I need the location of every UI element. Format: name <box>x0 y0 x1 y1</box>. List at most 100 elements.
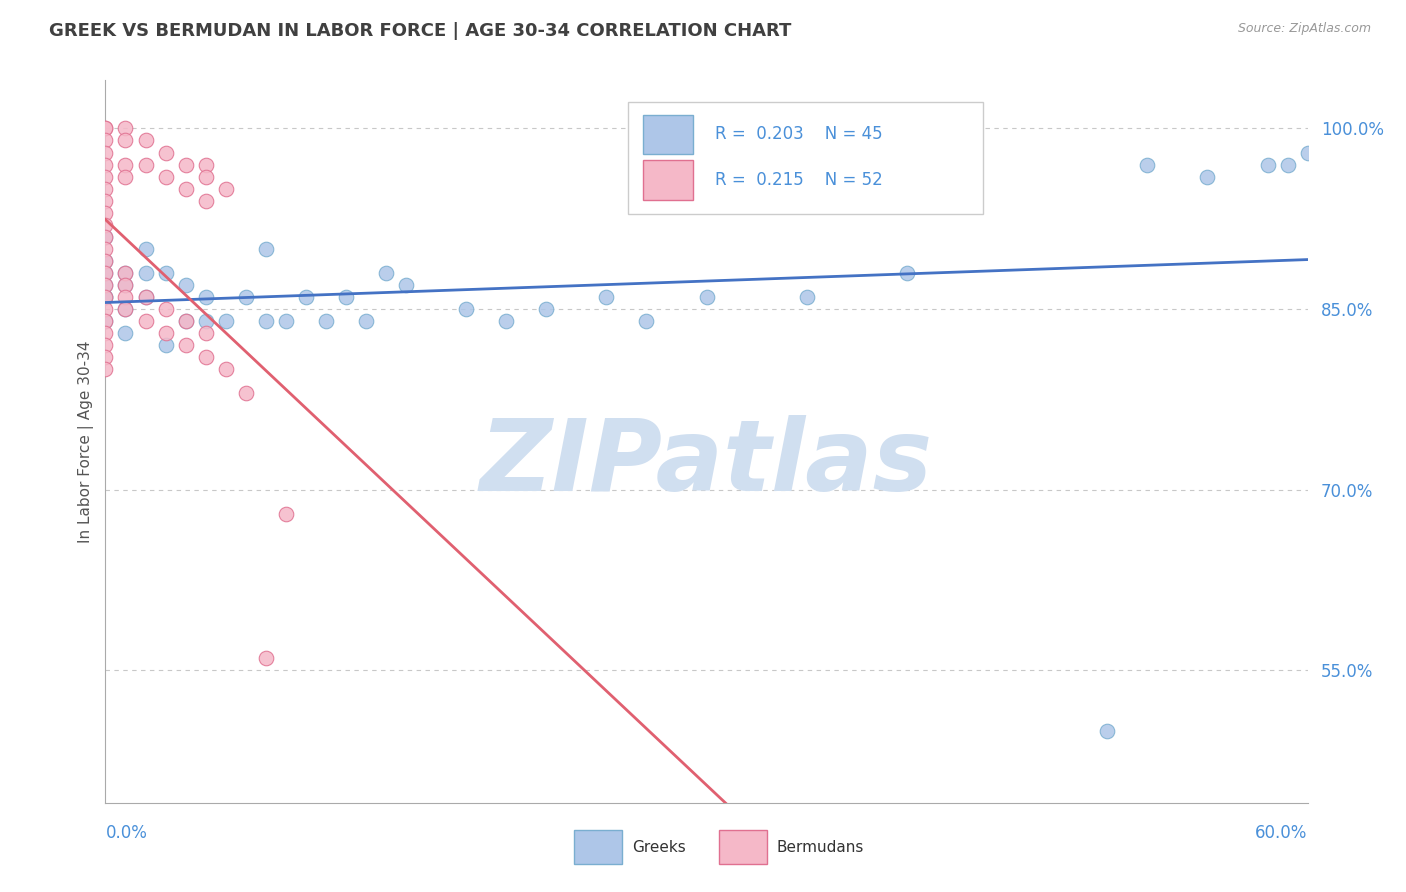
Point <box>536 301 558 317</box>
Point <box>114 169 136 184</box>
Point <box>1257 158 1279 172</box>
Point <box>94 121 117 136</box>
Point <box>155 169 177 184</box>
FancyBboxPatch shape <box>628 102 983 214</box>
Point <box>94 314 117 328</box>
Y-axis label: In Labor Force | Age 30-34: In Labor Force | Age 30-34 <box>79 340 94 543</box>
Point <box>1296 145 1319 160</box>
Point <box>94 266 117 280</box>
Point <box>235 290 257 304</box>
Point <box>94 266 117 280</box>
Point <box>94 205 117 219</box>
Point <box>94 194 117 208</box>
Point <box>94 230 117 244</box>
Point <box>194 314 217 328</box>
Point <box>194 326 217 341</box>
Point <box>114 266 136 280</box>
Point <box>1277 158 1299 172</box>
Point <box>94 290 117 304</box>
Point <box>114 278 136 293</box>
Point <box>174 182 197 196</box>
Point <box>94 254 117 268</box>
Point <box>135 266 157 280</box>
Point <box>194 350 217 364</box>
Point <box>94 338 117 352</box>
Point <box>114 290 136 304</box>
Point <box>94 278 117 293</box>
Point <box>174 338 197 352</box>
Point <box>214 362 236 376</box>
Point <box>194 169 217 184</box>
Point <box>94 169 117 184</box>
Point <box>135 158 157 172</box>
Point <box>235 386 257 401</box>
Bar <box>643 161 693 200</box>
Point <box>94 290 117 304</box>
Point <box>94 278 117 293</box>
Text: GREEK VS BERMUDAN IN LABOR FORCE | AGE 30-34 CORRELATION CHART: GREEK VS BERMUDAN IN LABOR FORCE | AGE 3… <box>49 22 792 40</box>
Point <box>395 278 418 293</box>
Point <box>114 133 136 147</box>
Bar <box>643 114 693 154</box>
Point <box>214 182 236 196</box>
Point <box>696 290 718 304</box>
Point <box>1097 723 1119 738</box>
Text: R =  0.215    N = 52: R = 0.215 N = 52 <box>714 171 883 189</box>
Point <box>135 314 157 328</box>
Point <box>274 314 297 328</box>
Point <box>194 158 217 172</box>
Text: Source: ZipAtlas.com: Source: ZipAtlas.com <box>1237 22 1371 36</box>
Point <box>254 314 277 328</box>
Text: 60.0%: 60.0% <box>1256 824 1308 842</box>
Point <box>94 121 117 136</box>
Text: ZIPatlas: ZIPatlas <box>479 415 934 512</box>
Point <box>194 194 217 208</box>
Point <box>254 651 277 665</box>
Point <box>135 290 157 304</box>
Point <box>94 350 117 364</box>
Point <box>254 242 277 256</box>
Point <box>114 301 136 317</box>
Point <box>94 254 117 268</box>
Point <box>174 314 197 328</box>
Point <box>94 242 117 256</box>
Point <box>375 266 398 280</box>
Text: Bermudans: Bermudans <box>776 840 863 855</box>
Point <box>295 290 318 304</box>
Text: R =  0.203    N = 45: R = 0.203 N = 45 <box>714 126 883 144</box>
Point <box>174 278 197 293</box>
Point <box>155 266 177 280</box>
Point <box>114 121 136 136</box>
Point <box>155 338 177 352</box>
Point <box>94 133 117 147</box>
Point <box>335 290 357 304</box>
Point <box>194 290 217 304</box>
Point <box>94 218 117 232</box>
Point <box>174 158 197 172</box>
Point <box>274 507 297 521</box>
Point <box>94 158 117 172</box>
Point <box>94 290 117 304</box>
Point <box>636 314 658 328</box>
Bar <box>574 830 623 864</box>
Point <box>896 266 918 280</box>
Point <box>114 326 136 341</box>
Point <box>495 314 517 328</box>
Point <box>94 182 117 196</box>
Bar <box>718 830 766 864</box>
Text: 0.0%: 0.0% <box>105 824 148 842</box>
Point <box>135 290 157 304</box>
Text: Greeks: Greeks <box>631 840 686 855</box>
Point <box>1136 158 1159 172</box>
Point <box>354 314 377 328</box>
Point <box>94 230 117 244</box>
Point <box>456 301 478 317</box>
Point <box>1197 169 1219 184</box>
Point <box>135 133 157 147</box>
Point <box>94 362 117 376</box>
Point <box>94 326 117 341</box>
Point <box>796 290 818 304</box>
Point <box>214 314 236 328</box>
Point <box>174 314 197 328</box>
Point <box>94 145 117 160</box>
